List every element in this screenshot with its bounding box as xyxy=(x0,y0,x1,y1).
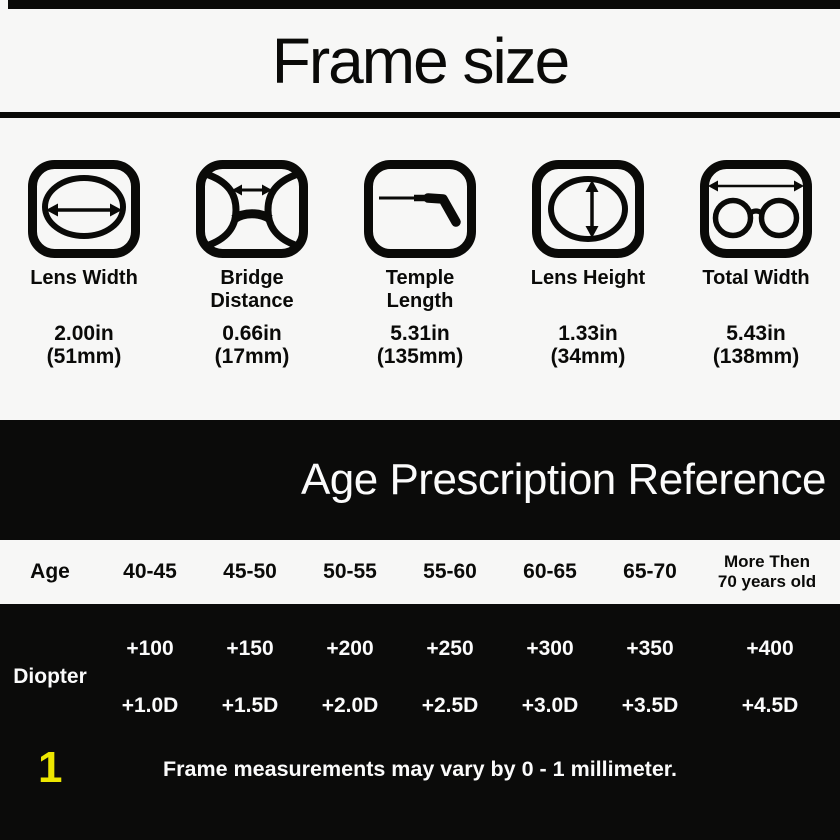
diopter-label: +2.0D xyxy=(321,693,379,717)
measurement-mm: (34mm) xyxy=(550,345,626,369)
measurement-label: Bridge Distance xyxy=(210,267,294,312)
age-range: 50-55 xyxy=(323,560,377,583)
measurement-inches: 0.66in xyxy=(222,322,282,345)
measurement-label: Lens Height xyxy=(530,267,646,289)
temple-length-icon xyxy=(364,160,476,258)
measurement-total-width: Total Width 5.43in (138mm) xyxy=(672,160,840,420)
diopter-value: +100 xyxy=(126,636,174,660)
age-range: 55-60 xyxy=(423,560,477,583)
age-header-row: Age 40-45 45-50 50-55 55-60 60-65 65-70 … xyxy=(0,540,840,604)
age-range: More Then 70 years old xyxy=(717,551,817,591)
frame-measurements-section: Lens Width 2.00in (51mm) Bridge Distance xyxy=(0,118,840,420)
measurement-mm: (17mm) xyxy=(214,345,290,369)
header: Frame size xyxy=(0,9,840,112)
diopter-label: +1.5D xyxy=(221,693,279,717)
age-row-header: Age xyxy=(30,560,70,583)
measurement-inches: 5.31in xyxy=(390,322,450,345)
diopter-label: +4.5D xyxy=(741,693,799,717)
diopter-value: +150 xyxy=(226,636,274,660)
measurement-label: Lens Width xyxy=(30,267,138,289)
lens-width-icon xyxy=(28,160,140,258)
age-range: 65-70 xyxy=(623,560,677,583)
footer: 1 Frame measurements may vary by 0 - 1 m… xyxy=(0,744,840,840)
measurement-value: 1.33in (34mm) xyxy=(551,322,626,368)
section-title: Age Prescription Reference xyxy=(300,455,827,504)
age-prescription-section: Age Prescription Reference Age 40-45 45-… xyxy=(0,420,840,840)
measurement-inches: 1.33in xyxy=(558,322,618,345)
top-divider xyxy=(8,0,840,9)
total-width-icon xyxy=(700,160,812,258)
measurement-lens-width: Lens Width 2.00in (51mm) xyxy=(0,160,168,420)
age-range: 40-45 xyxy=(123,560,177,583)
measurement-mm: (135mm) xyxy=(376,345,464,369)
diopter-label: +2.5D xyxy=(421,693,479,717)
measurement-value: 0.66in (17mm) xyxy=(215,322,290,368)
measurement-value: 5.43in (138mm) xyxy=(713,322,799,368)
diopter-value: +250 xyxy=(426,636,474,660)
diopter-value: +200 xyxy=(326,636,374,660)
measurement-inches: 5.43in xyxy=(726,322,786,345)
diopter-value: +350 xyxy=(626,636,674,660)
age-range: 60-65 xyxy=(523,560,577,583)
footnote: Frame measurements may vary by 0 - 1 mil… xyxy=(163,757,677,781)
page-number: 1 xyxy=(38,743,63,792)
bridge-distance-icon xyxy=(196,160,308,258)
lens-height-icon xyxy=(532,160,644,258)
diopter-label: +3.5D xyxy=(621,693,679,717)
page-title: Frame size xyxy=(271,24,570,97)
section-banner: Age Prescription Reference xyxy=(0,420,840,540)
age-range: 45-50 xyxy=(223,560,277,583)
measurement-label: Total Width xyxy=(702,267,810,289)
measurement-inches: 2.00in xyxy=(54,322,114,345)
measurement-mm: (138mm) xyxy=(712,345,800,369)
diopter-table: Diopter +100 +150 +200 +250 +300 +350 +4… xyxy=(0,604,840,744)
measurement-bridge-distance: Bridge Distance 0.66in (17mm) xyxy=(168,160,336,420)
diopter-row-header: Diopter xyxy=(13,665,87,688)
measurement-value: 2.00in (51mm) xyxy=(47,322,122,368)
diopter-label: +1.0D xyxy=(121,693,179,717)
diopter-label: +3.0D xyxy=(521,693,579,717)
measurement-value: 5.31in (135mm) xyxy=(377,322,463,368)
measurement-label: Temple Length xyxy=(385,267,455,312)
diopter-value: +400 xyxy=(746,636,794,660)
measurement-mm: (51mm) xyxy=(46,345,122,369)
measurement-temple-length: Temple Length 5.31in (135mm) xyxy=(336,160,504,420)
measurement-lens-height: Lens Height 1.33in (34mm) xyxy=(504,160,672,420)
diopter-value: +300 xyxy=(526,636,574,660)
title-divider xyxy=(0,112,840,118)
